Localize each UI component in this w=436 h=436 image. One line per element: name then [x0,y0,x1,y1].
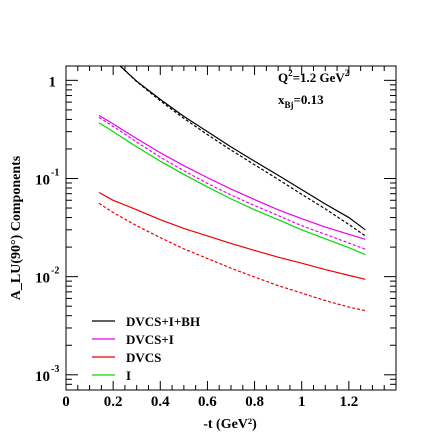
y-tick-label: 1 [49,74,57,90]
x-tick-labels: 0 0.2 0.4 0.6 0.8 1 1.2 [62,394,358,410]
plot-frame [65,65,397,391]
xbj-annotation: xBj=0.13 [278,92,324,110]
x-tick-label: 0.4 [151,394,170,410]
series-line-1 [119,66,366,237]
series-line-6 [98,122,366,256]
x-tick-label: 0 [62,394,70,410]
x-tick-label: 0.2 [104,394,123,410]
x-tick-label: 0.8 [245,394,264,410]
legend-label: I [126,368,131,383]
series-lines [98,66,366,312]
x-tick-label: 0.6 [198,394,217,410]
x-tick-label: 1 [298,394,306,410]
y-tick-label: 10 [35,271,50,287]
legend-label: DVCS+I [126,332,174,347]
legend-label: DVCS+I+BH [126,314,200,329]
series-line-2 [98,114,366,240]
y-tick-label: 10 [35,172,50,188]
legend: DVCS+I+BH DVCS+I DVCS I [92,314,200,383]
series-line-5 [98,202,366,312]
y-tick-exponent: -1 [51,167,59,178]
y-tick-exponent: -3 [51,364,59,375]
series-line-3 [98,116,366,250]
q2-annotation: Q2=1.2 GeV2 [278,68,350,85]
y-axis-title: A_LU(90°) Components [9,155,24,300]
y-tick-label: 10 [35,369,50,385]
x-tick-label: 1.2 [339,394,358,410]
legend-label: DVCS [126,350,161,365]
axis-ticks [65,66,397,391]
y-tick-labels: 110-110-210-3 [35,74,59,384]
x-axis-title: -t (GeV²) [203,417,257,432]
y-tick-exponent: -2 [51,266,59,277]
series-line-0 [119,66,366,231]
series-line-4 [98,191,366,280]
